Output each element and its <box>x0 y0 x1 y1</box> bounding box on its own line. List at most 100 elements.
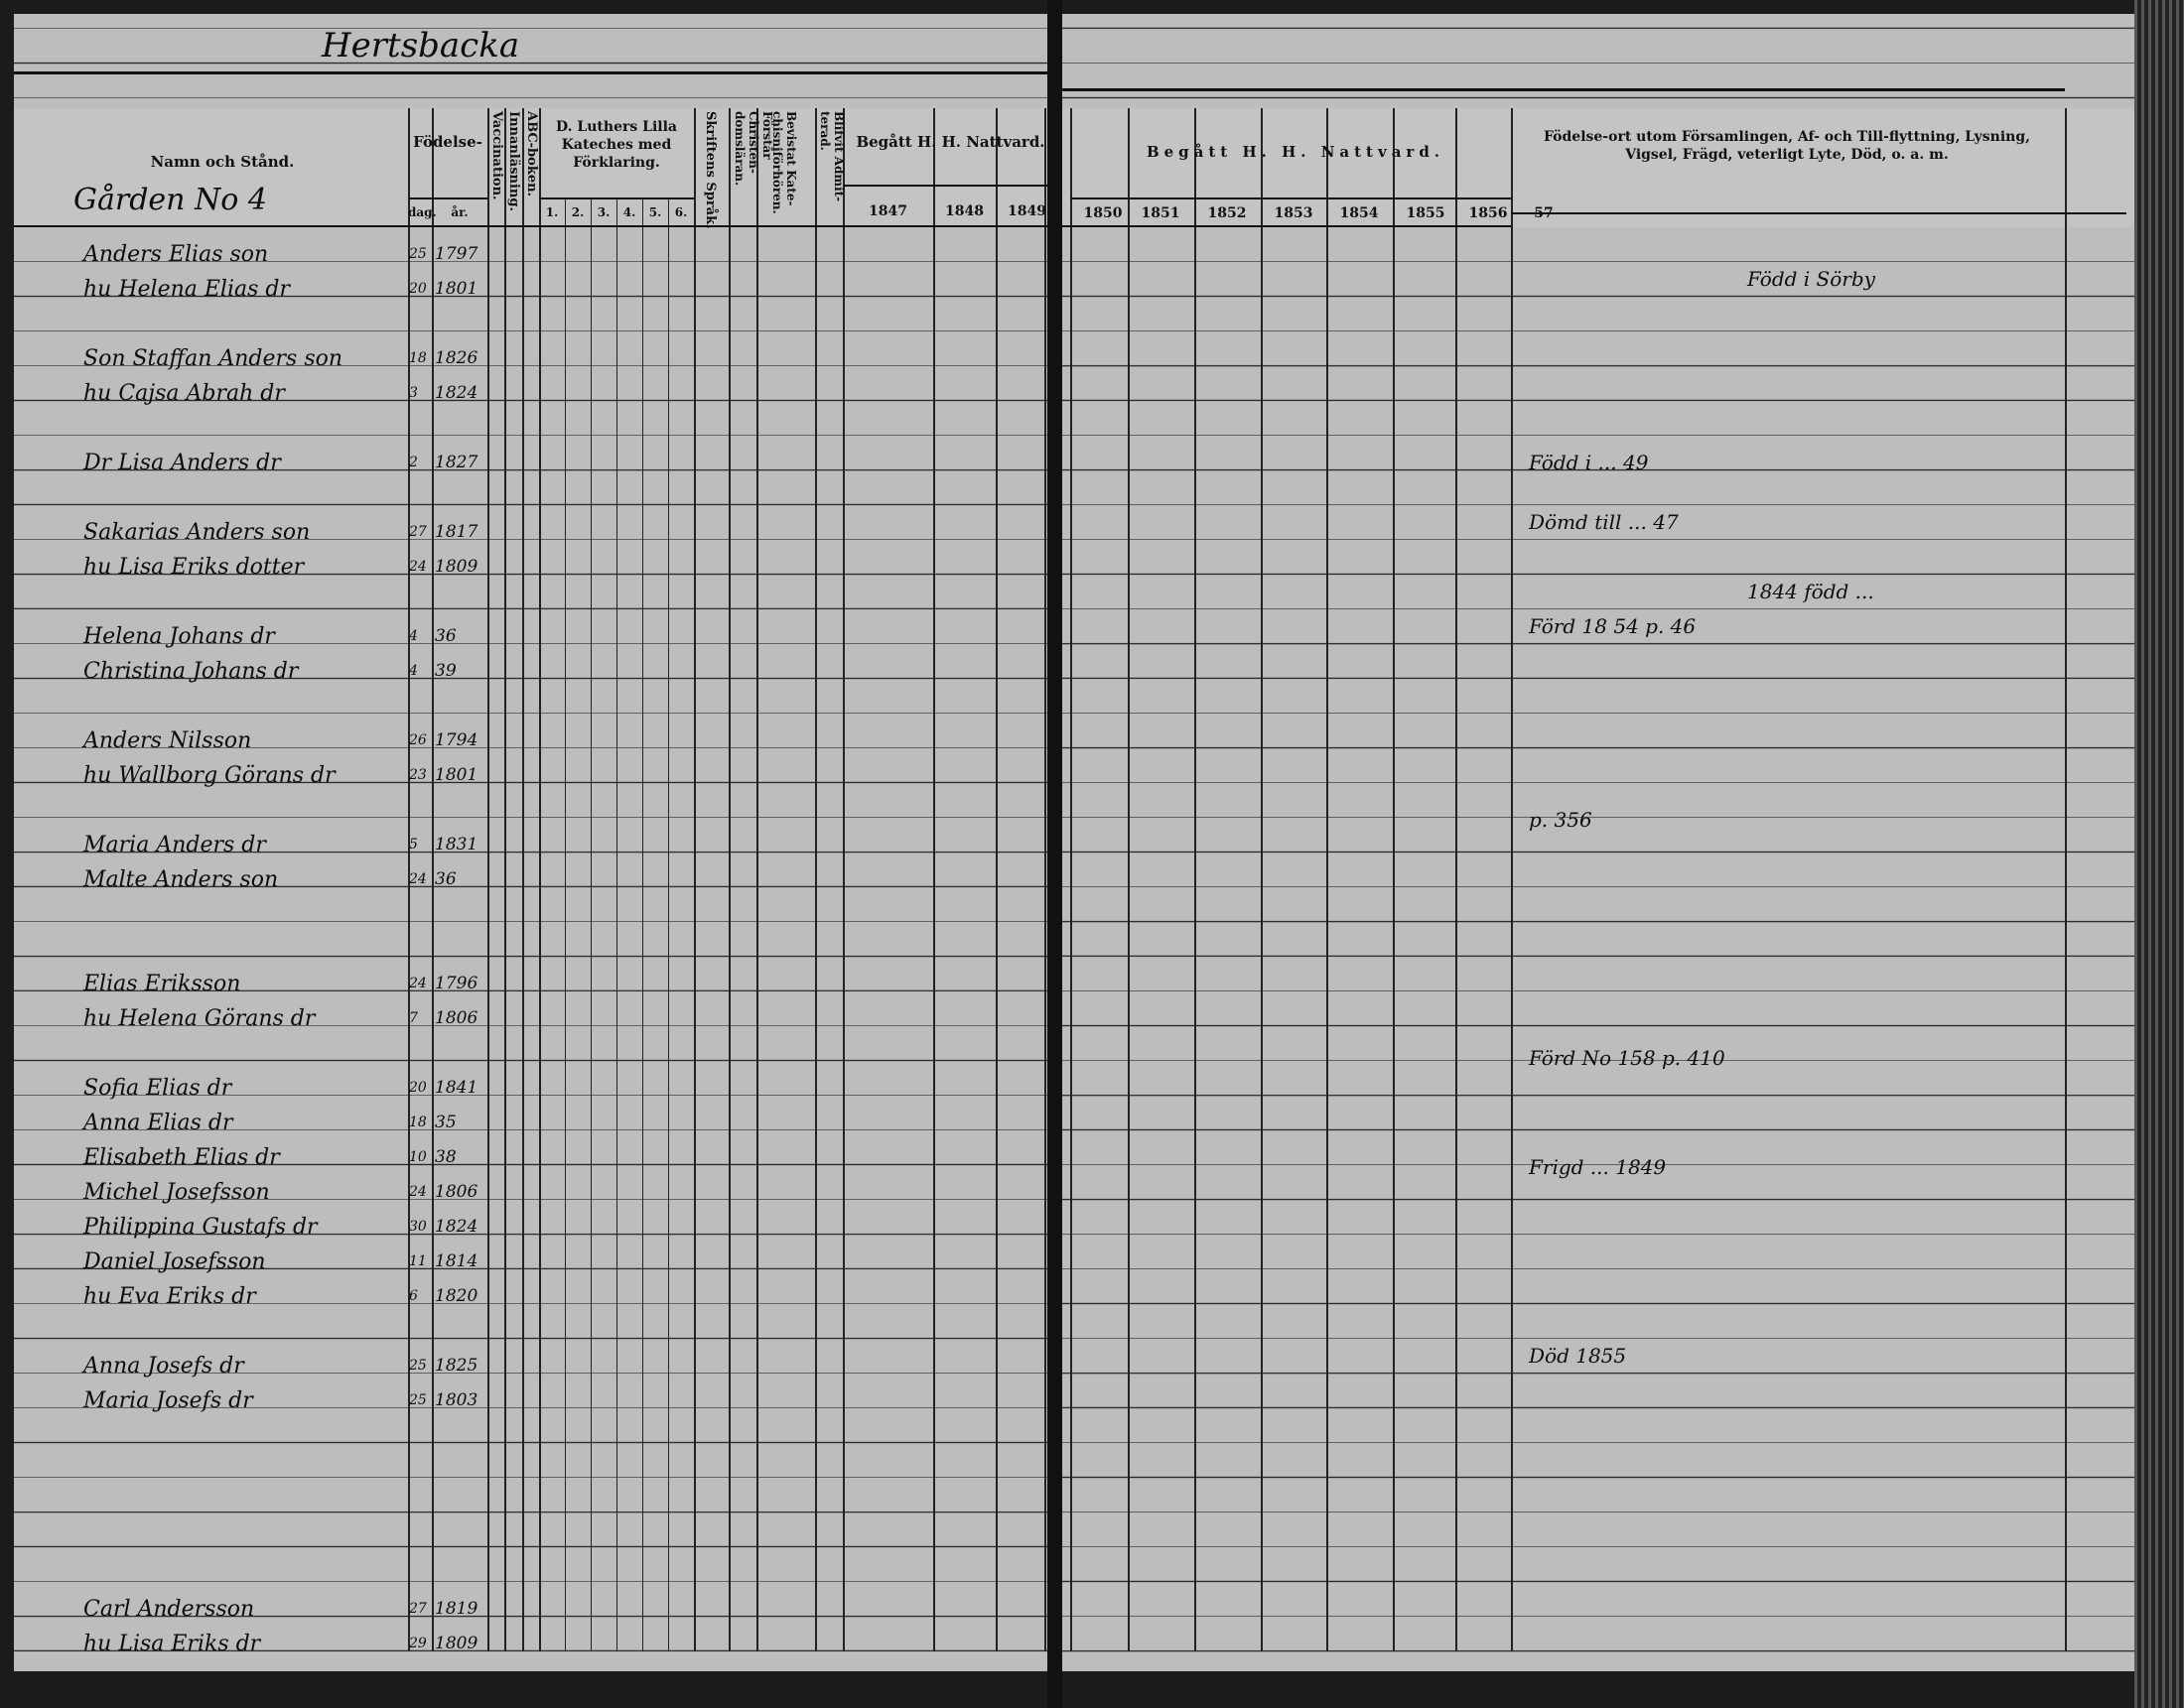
entry-birth-day: 27 <box>409 524 427 540</box>
entry-birth-day: 7 <box>409 1010 418 1026</box>
household-heading: Gården No 4 <box>73 183 267 217</box>
entry-birth-year: 1826 <box>435 348 478 368</box>
entry-birth-day: 4 <box>409 628 418 644</box>
entry-birth-year: 1794 <box>435 730 478 750</box>
entry-birth-year: 39 <box>435 661 457 681</box>
header-name: Namn och Stånd. <box>150 153 295 171</box>
header-rule <box>843 185 1058 187</box>
column-rule <box>815 108 817 1651</box>
year-header: 1855 <box>1406 205 1445 221</box>
entry-birth-day: 24 <box>409 976 427 991</box>
entry-name: Philippina Gustafs dr <box>83 1215 318 1240</box>
header-rule <box>1511 212 2126 214</box>
column-rule <box>432 108 434 1651</box>
entry-name: hu Eva Eriks dr <box>83 1284 256 1309</box>
column-rule <box>1194 108 1196 1651</box>
entry-birth-year: 1817 <box>435 522 478 542</box>
entry-birth-day: 25 <box>409 246 427 262</box>
entry-birth-day: 27 <box>409 1601 427 1617</box>
catechism-part-label: 3. <box>597 205 611 219</box>
remark-note: Förd No 158 p. 410 <box>1529 1046 1725 1070</box>
year-header: 1853 <box>1274 205 1313 221</box>
header-remarks: Födelse-ort utom Församlingen, Af- och T… <box>1543 129 2031 164</box>
column-rule <box>504 108 506 1651</box>
entry-birth-year: 1796 <box>435 974 478 993</box>
entry-birth-day: 6 <box>409 1288 418 1304</box>
entry-birth-day: 25 <box>409 1392 427 1408</box>
column-rule <box>756 108 758 1651</box>
entry-birth-day: 24 <box>409 559 427 575</box>
entry-name: Anna Josefs dr <box>83 1354 244 1379</box>
header-attended: Bevistat Kate-chisniförhören. <box>770 111 798 214</box>
remark-note: Dömd till ... 47 <box>1529 510 1679 534</box>
entry-birth-year: 38 <box>435 1147 457 1167</box>
entry-birth-year: 1809 <box>435 557 478 577</box>
right-page: Begått H. H. Nattvard. Födelse-ort utom … <box>1062 14 2134 1671</box>
header-rule <box>1070 197 1511 199</box>
catechism-part-label: 6. <box>674 205 688 219</box>
entry-birth-year: 36 <box>435 626 457 646</box>
entry-name: Elisabeth Elias dr <box>83 1145 280 1170</box>
column-rule <box>1128 108 1130 1651</box>
header-rule <box>14 225 1047 227</box>
year-header: 1850 <box>1083 205 1123 221</box>
column-rule <box>2065 108 2067 1651</box>
header-birth-year: år. <box>451 205 469 219</box>
entry-name: hu Cajsa Abrah dr <box>83 381 285 406</box>
year-header: 1847 <box>869 203 907 219</box>
entry-name: Son Staffan Anders son <box>83 346 343 371</box>
remark-note: Född i ... 49 <box>1529 451 1649 474</box>
entry-birth-year: 1831 <box>435 835 478 854</box>
entry-name: Helena Johans dr <box>83 624 275 649</box>
entry-birth-day: 18 <box>409 350 427 366</box>
catechism-part-label: 4. <box>622 205 636 219</box>
entry-birth-year: 1820 <box>435 1286 478 1306</box>
header-catechism: D. Luthers Lilla Kateches med Förklaring… <box>542 118 691 173</box>
entry-birth-day: 25 <box>409 1358 427 1374</box>
entry-birth-day: 24 <box>409 871 427 887</box>
header-abc: ABC-boken. <box>524 111 539 197</box>
catechism-part-label: 2. <box>571 205 585 219</box>
remark-note: Förd 18 54 p. 46 <box>1529 614 1697 638</box>
village-heading: Hertsbacka <box>322 26 520 66</box>
column-rule <box>591 199 592 1651</box>
entry-name: hu Helena Görans dr <box>83 1006 316 1031</box>
entry-birth-day: 5 <box>409 837 418 853</box>
year-header: 1854 <box>1339 205 1379 221</box>
entry-birth-day: 24 <box>409 1184 427 1200</box>
column-rule <box>729 108 731 1651</box>
header-communion: Begått H. H. Nattvard. <box>1146 143 1445 161</box>
entry-birth-day: 29 <box>409 1636 427 1651</box>
column-rule <box>1070 108 1072 1651</box>
entry-birth-year: 1814 <box>435 1251 478 1271</box>
entry-name: Anna Elias dr <box>83 1111 233 1135</box>
entry-birth-year: 35 <box>435 1113 457 1132</box>
entry-name: Sakarias Anders son <box>83 520 311 545</box>
entry-birth-year: 1825 <box>435 1356 478 1376</box>
top-rule <box>14 71 1047 74</box>
column-rule <box>843 108 845 1651</box>
entry-birth-year: 1801 <box>435 765 478 785</box>
entry-birth-day: 23 <box>409 767 427 783</box>
header-scripture: Skriftens Språk. <box>703 111 718 229</box>
header-rule <box>408 197 487 199</box>
entry-birth-day: 10 <box>409 1149 427 1165</box>
header-reading: Innanläsning. <box>506 111 521 211</box>
entry-name: Maria Josefs dr <box>83 1388 253 1413</box>
book-spine <box>1047 0 1062 1708</box>
header-rule <box>1062 225 1511 227</box>
catechism-part-label: 5. <box>648 205 662 219</box>
header-band <box>1062 108 2134 227</box>
entry-name: hu Lisa Eriks dr <box>83 1632 261 1656</box>
page-edges <box>2134 0 2184 1708</box>
entry-name: Malte Anders son <box>83 867 279 892</box>
year-header: 1848 <box>945 203 984 219</box>
header-admitted: Blifvit Admit-terad. <box>818 111 846 202</box>
entry-birth-year: 1824 <box>435 383 478 403</box>
entry-birth-day: 20 <box>409 281 427 297</box>
column-rule <box>996 108 998 1651</box>
column-rule <box>616 199 617 1651</box>
entry-birth-day: 2 <box>409 455 418 470</box>
column-rule <box>1455 108 1457 1651</box>
entry-birth-day: 11 <box>409 1253 427 1269</box>
